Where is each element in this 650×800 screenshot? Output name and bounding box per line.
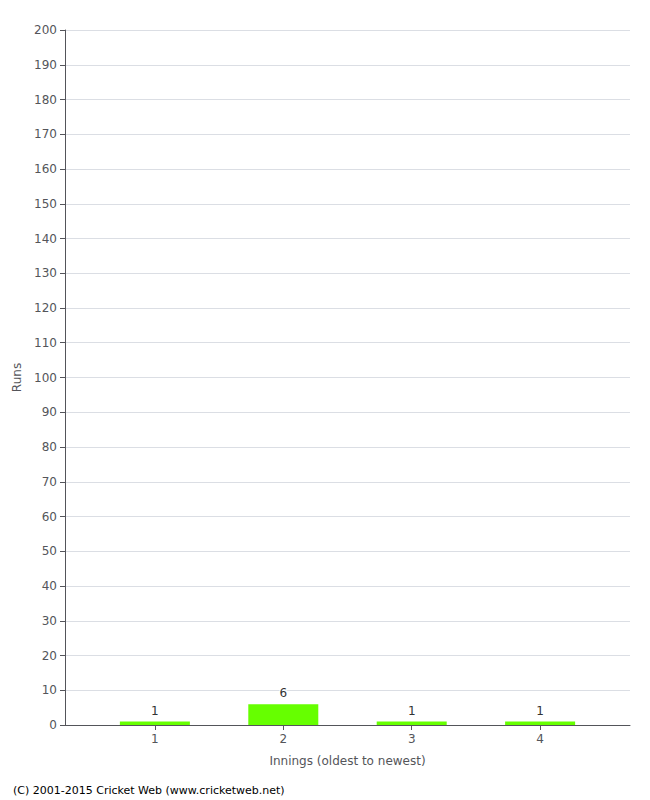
svg-text:120: 120 (34, 301, 57, 315)
svg-text:70: 70 (42, 475, 57, 489)
svg-text:80: 80 (42, 440, 57, 454)
svg-text:1: 1 (151, 704, 159, 718)
svg-text:4: 4 (536, 732, 544, 746)
svg-text:(C) 2001-2015 Cricket Web (www: (C) 2001-2015 Cricket Web (www.cricketwe… (13, 784, 285, 797)
svg-text:20: 20 (42, 649, 57, 663)
svg-text:2: 2 (279, 732, 287, 746)
svg-text:110: 110 (34, 336, 57, 350)
svg-text:6: 6 (279, 686, 287, 700)
svg-text:1: 1 (536, 704, 544, 718)
svg-text:10: 10 (42, 683, 57, 697)
svg-text:Innings (oldest to newest): Innings (oldest to newest) (269, 754, 425, 768)
svg-text:200: 200 (34, 23, 57, 37)
svg-text:60: 60 (42, 510, 57, 524)
svg-text:160: 160 (34, 162, 57, 176)
svg-text:130: 130 (34, 266, 57, 280)
svg-text:40: 40 (42, 579, 57, 593)
svg-text:50: 50 (42, 544, 57, 558)
svg-text:30: 30 (42, 614, 57, 628)
svg-text:190: 190 (34, 58, 57, 72)
svg-text:0: 0 (49, 718, 57, 732)
svg-text:3: 3 (408, 732, 416, 746)
svg-text:170: 170 (34, 127, 57, 141)
svg-text:Runs: Runs (10, 363, 24, 392)
svg-text:180: 180 (34, 93, 57, 107)
svg-text:150: 150 (34, 197, 57, 211)
svg-text:1: 1 (408, 704, 416, 718)
svg-text:100: 100 (34, 371, 57, 385)
svg-text:1: 1 (151, 732, 159, 746)
svg-text:90: 90 (42, 405, 57, 419)
svg-text:140: 140 (34, 232, 57, 246)
